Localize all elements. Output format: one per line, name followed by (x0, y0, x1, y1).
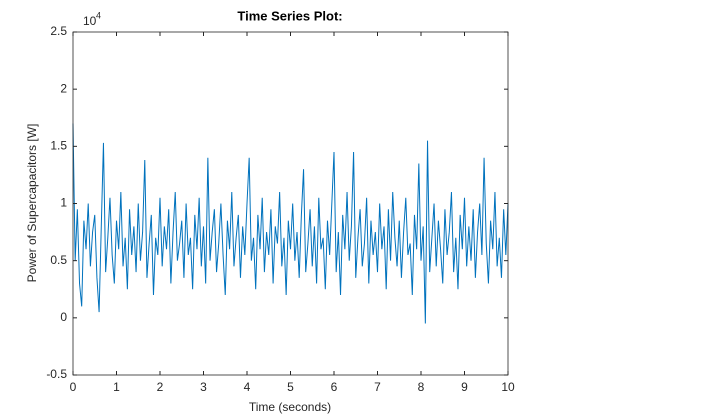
y-tick-label: 1 (60, 196, 67, 210)
x-tick-label: 0 (70, 380, 77, 394)
x-tick-label: 9 (461, 380, 468, 394)
y-axis-label: Power of Supercapacitors [W] (25, 124, 39, 283)
y-tick-label: 0 (60, 310, 67, 324)
x-tick-label: 3 (200, 380, 207, 394)
x-axis-label: Time (seconds) (249, 400, 331, 414)
x-tick-label: 10 (501, 380, 515, 394)
y-tick-label: 2.5 (50, 24, 67, 38)
chart-title: Time Series Plot: (237, 8, 342, 23)
x-tick-label: 5 (287, 380, 294, 394)
y-tick-label: 2 (60, 81, 67, 95)
data-line (72, 123, 509, 324)
y-tick-label: 1.5 (50, 139, 67, 153)
x-tick-label: 6 (331, 380, 338, 394)
x-tick-label: 4 (244, 380, 251, 394)
x-tick-label: 1 (113, 380, 120, 394)
y-tick-label: 0.5 (50, 253, 67, 267)
y-multiplier-exponent: 4 (96, 10, 101, 20)
x-tick-label: 2 (157, 380, 164, 394)
x-tick-label: 8 (418, 380, 425, 394)
y-tick-label: -0.5 (46, 367, 67, 381)
y-multiplier-base: 10 (83, 14, 97, 28)
x-tick-label: 7 (374, 380, 381, 394)
